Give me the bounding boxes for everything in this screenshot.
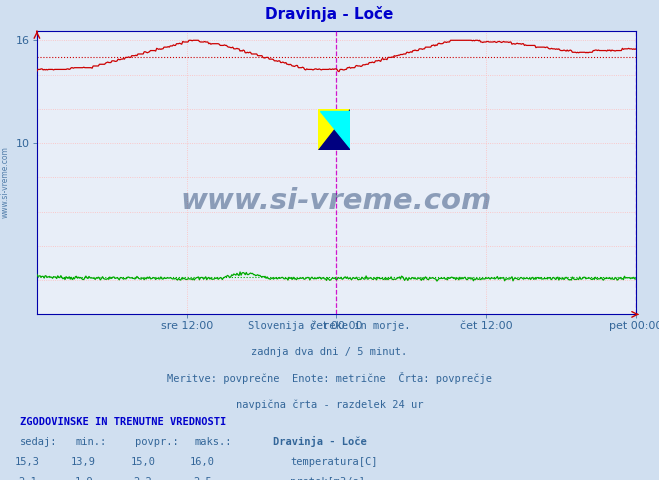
Text: min.:: min.:: [76, 437, 107, 447]
Text: 1,9: 1,9: [74, 477, 93, 480]
Polygon shape: [318, 109, 350, 150]
Text: 16,0: 16,0: [190, 457, 215, 467]
Polygon shape: [320, 111, 350, 148]
Text: 2,5: 2,5: [193, 477, 212, 480]
Text: Dravinja - Loče: Dravinja - Loče: [273, 436, 367, 447]
Polygon shape: [318, 109, 350, 150]
Text: temperatura[C]: temperatura[C]: [290, 457, 378, 467]
Text: pretok[m3/s]: pretok[m3/s]: [290, 477, 365, 480]
Text: povpr.:: povpr.:: [135, 437, 179, 447]
Text: www.si-vreme.com: www.si-vreme.com: [181, 187, 492, 215]
Text: Slovenija / reke in morje.: Slovenija / reke in morje.: [248, 321, 411, 331]
Text: 2,1: 2,1: [18, 477, 37, 480]
Text: maks.:: maks.:: [194, 437, 232, 447]
Text: zadnja dva dni / 5 minut.: zadnja dva dni / 5 minut.: [251, 347, 408, 357]
Text: ZGODOVINSKE IN TRENUTNE VREDNOSTI: ZGODOVINSKE IN TRENUTNE VREDNOSTI: [20, 417, 226, 427]
Text: 15,0: 15,0: [130, 457, 156, 467]
Text: 15,3: 15,3: [15, 457, 40, 467]
Text: sedaj:: sedaj:: [20, 437, 57, 447]
Text: Dravinja - Loče: Dravinja - Loče: [266, 6, 393, 22]
Text: navpična črta - razdelek 24 ur: navpična črta - razdelek 24 ur: [236, 399, 423, 410]
Text: www.si-vreme.com: www.si-vreme.com: [1, 146, 10, 218]
Text: Meritve: povprečne  Enote: metrične  Črta: povprečje: Meritve: povprečne Enote: metrične Črta:…: [167, 372, 492, 384]
Text: 13,9: 13,9: [71, 457, 96, 467]
Text: 2,2: 2,2: [134, 477, 152, 480]
